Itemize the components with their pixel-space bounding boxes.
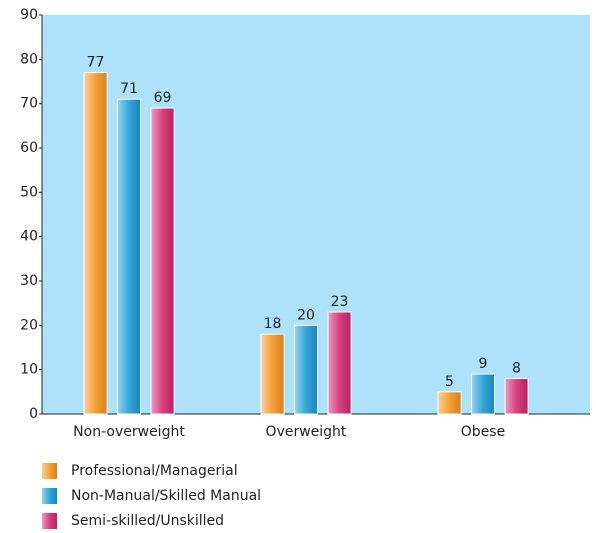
- y-tick-label: 70: [20, 96, 38, 112]
- x-tick-label: Obese: [461, 424, 505, 440]
- data-label: 69: [154, 90, 172, 106]
- legend-swatch-shine: [42, 513, 57, 529]
- legend-label: Professional/Managerial: [71, 463, 238, 479]
- y-tick-label: 80: [20, 51, 38, 67]
- y-tick-label: 40: [20, 229, 38, 245]
- legend-label: Semi-skilled/Unskilled: [71, 513, 224, 529]
- bar-shine: [294, 325, 318, 414]
- bar-shine: [505, 378, 528, 414]
- bar-shine: [151, 108, 174, 414]
- y-tick-label: 90: [20, 7, 38, 23]
- bar-shine: [84, 72, 107, 414]
- data-label: 71: [120, 81, 138, 97]
- x-tick-label: Non-overweight: [73, 424, 185, 440]
- y-tick-label: 10: [20, 362, 38, 378]
- bar-shine: [117, 99, 141, 414]
- data-label: 18: [264, 316, 282, 332]
- data-label: 20: [297, 307, 315, 323]
- bar-shine: [261, 334, 284, 414]
- y-tick-label: 60: [20, 140, 38, 156]
- bar-shine: [328, 312, 351, 414]
- legend-swatch-shine: [42, 463, 57, 479]
- y-tick-label: 30: [20, 273, 38, 289]
- bar-shine: [471, 374, 495, 414]
- y-tick-label: 20: [20, 317, 38, 333]
- legend-label: Non-Manual/Skilled Manual: [71, 488, 261, 504]
- data-label: 9: [479, 356, 488, 372]
- y-tick-label: 50: [20, 184, 38, 200]
- y-tick-label: 0: [29, 406, 38, 422]
- data-label: 8: [512, 361, 521, 377]
- data-label: 77: [87, 55, 105, 71]
- data-label: 5: [445, 374, 454, 390]
- x-tick-label: Overweight: [266, 424, 347, 440]
- bar-shine: [438, 391, 461, 414]
- data-label: 23: [331, 294, 349, 310]
- legend-swatch-shine: [42, 488, 57, 504]
